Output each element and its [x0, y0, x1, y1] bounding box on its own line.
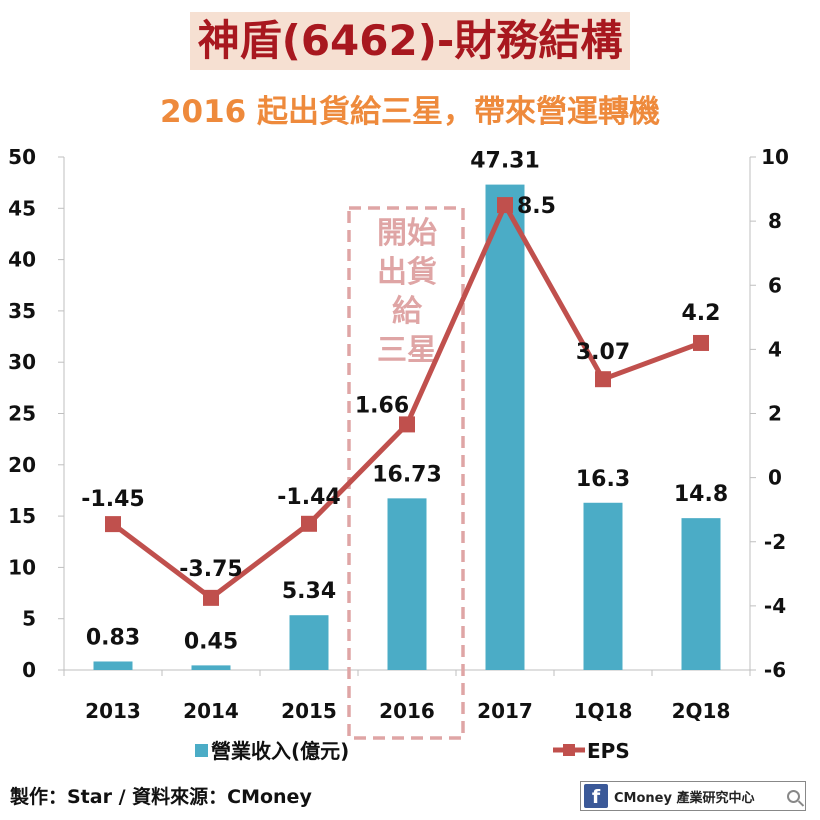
right-tick-label: 4	[768, 337, 782, 361]
annotation-box	[347, 206, 465, 740]
revenue-data-label: 16.3	[576, 467, 630, 492]
right-tick-label: -2	[764, 530, 786, 554]
revenue-bar	[387, 498, 427, 670]
brand-name: CMoney 產業研究中心	[614, 790, 755, 806]
x-tick-label: 2016	[379, 699, 435, 723]
left-tick-label: 5	[22, 607, 36, 631]
eps-data-label: 8.5	[517, 194, 556, 219]
eps-data-label: -1.44	[277, 485, 340, 510]
left-tick-label: 10	[8, 555, 36, 579]
right-tick-label: 2	[768, 402, 782, 426]
revenue-data-label: 5.34	[282, 579, 336, 604]
left-tick-label: 25	[8, 402, 36, 426]
x-tick-label: 2014	[183, 699, 239, 723]
revenue-bar	[289, 615, 329, 670]
right-tick-label: 6	[768, 273, 782, 297]
x-tick-label: 2017	[477, 699, 533, 723]
eps-data-label: 4.2	[682, 301, 721, 326]
eps-marker	[399, 416, 415, 433]
right-tick-label: 8	[768, 209, 782, 233]
left-tick-label: 35	[8, 299, 36, 323]
eps-data-label: 1.66	[355, 393, 409, 418]
left-tick-label: 30	[8, 350, 36, 374]
revenue-bar	[485, 184, 525, 670]
annotation-text: 三星	[377, 333, 437, 368]
x-tick-label: 2013	[85, 699, 141, 723]
eps-data-label: -3.75	[179, 557, 242, 582]
legend-label-revenue: 營業收入(億元)	[211, 739, 349, 763]
x-tick-label: 1Q18	[574, 699, 633, 723]
annotation-text: 給	[392, 294, 423, 329]
eps-marker	[595, 371, 611, 388]
revenue-bar	[681, 518, 721, 670]
revenue-data-label: 47.31	[470, 149, 540, 174]
right-tick-label: -6	[764, 658, 786, 682]
eps-data-label: 3.07	[576, 340, 630, 365]
revenue-data-label: 0.45	[184, 629, 238, 654]
legend-swatch-revenue	[195, 744, 208, 757]
eps-marker	[203, 589, 219, 606]
facebook-icon: f	[584, 784, 608, 808]
left-tick-label: 40	[8, 248, 36, 272]
eps-marker	[693, 334, 709, 351]
eps-data-label: -1.45	[81, 487, 144, 512]
brand-badge[interactable]: f CMoney 產業研究中心	[580, 781, 806, 811]
left-tick-label: 45	[8, 196, 36, 220]
x-tick-label: 2Q18	[672, 699, 731, 723]
eps-marker	[301, 515, 317, 532]
annotation-text: 出貨	[377, 255, 437, 290]
revenue-data-label: 14.8	[674, 482, 728, 507]
eps-marker	[105, 516, 121, 533]
legend-marker-eps	[563, 744, 575, 756]
right-tick-label: 10	[761, 145, 789, 169]
eps-marker	[497, 197, 513, 214]
search-icon	[787, 789, 800, 803]
right-tick-label: -4	[764, 594, 786, 618]
x-tick-label: 2015	[281, 699, 337, 723]
title-container: 神盾(6462)-財務結構	[0, 12, 820, 70]
left-tick-label: 0	[22, 658, 36, 682]
legend-label-eps: EPS	[587, 739, 630, 763]
revenue-bar	[93, 661, 133, 670]
left-tick-label: 20	[8, 453, 36, 477]
left-tick-label: 15	[8, 504, 36, 528]
source-note: 製作：Star / 資料來源：CMoney	[10, 786, 312, 808]
annotation-text: 開始	[377, 216, 437, 251]
chart-subtitle: 2016 起出貨給三星，帶來營運轉機	[159, 94, 661, 130]
revenue-bar	[583, 502, 623, 670]
right-tick-label: 0	[768, 466, 782, 490]
revenue-data-label: 0.83	[86, 625, 140, 650]
chart-title: 神盾(6462)-財務結構	[189, 12, 631, 70]
revenue-bar	[191, 665, 231, 670]
revenue-data-label: 16.73	[372, 462, 442, 487]
left-tick-label: 50	[8, 145, 36, 169]
